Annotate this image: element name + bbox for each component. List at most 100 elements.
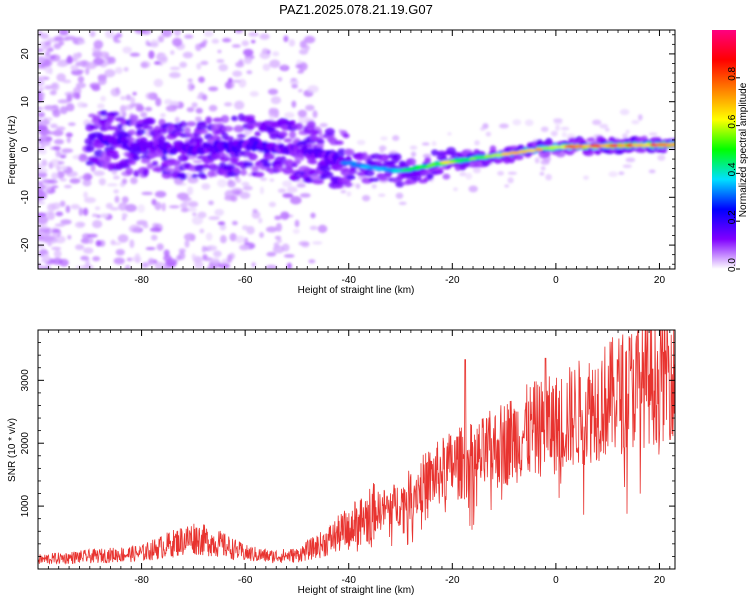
spectrogram-halo-blob	[111, 152, 120, 160]
spectrogram-noise-blob	[227, 180, 236, 188]
spectrogram-halo-blob	[142, 125, 154, 130]
spectrogram-noise-blob	[57, 160, 65, 165]
spectrogram-noise-blob	[480, 126, 486, 131]
spectrogram-noise-blob	[83, 247, 94, 254]
spectrogram-halo-blob	[442, 173, 451, 180]
spectrogram-noise-blob	[54, 223, 66, 227]
spectrogram-noise-blob	[362, 195, 371, 202]
spectrogram-noise-blob	[53, 249, 62, 259]
spectrogram-noise-blob	[218, 263, 231, 269]
spectrogram-noise-blob	[638, 114, 643, 121]
spectrogram-noise-blob	[262, 63, 271, 71]
spectrogram-noise-blob	[52, 129, 64, 137]
spectrogram-noise-blob	[77, 101, 85, 108]
spectrogram-halo-blob	[236, 133, 246, 139]
spectrogram-noise-blob	[93, 40, 104, 49]
spectrogram-noise-blob	[214, 208, 225, 216]
spectrogram-noise-blob	[47, 203, 56, 212]
snr-xtick-label: -80	[134, 575, 149, 586]
spectrogram-noise-blob	[180, 207, 188, 213]
spectrogram-noise-blob	[504, 184, 510, 188]
spectrogram-noise-blob	[129, 52, 141, 57]
spectrogram-noise-blob	[280, 211, 290, 220]
snr-ytick-label: 3000	[20, 369, 31, 392]
spectrogram-noise-blob	[75, 265, 88, 269]
spectrogram-noise-blob	[47, 179, 58, 185]
spectrogram-noise-blob	[187, 78, 193, 83]
spectrogram-halo-blob	[307, 129, 320, 136]
spectrogram-noise-blob	[114, 67, 123, 75]
spectrogram-noise-blob	[220, 235, 227, 244]
spectrogram-noise-blob	[50, 123, 58, 129]
spectrogram-noise-blob	[295, 64, 304, 69]
spectrogram-noise-blob	[297, 70, 304, 74]
spectrogram-noise-blob	[340, 190, 347, 194]
spectrogram-noise-blob	[261, 48, 269, 55]
spectrogram-noise-blob	[69, 178, 81, 184]
spectrogram-noise-blob	[217, 49, 222, 54]
spectrogram-noise-blob	[561, 131, 567, 138]
spectrogram-noise-blob	[44, 117, 53, 121]
spectrogram-noise-blob	[75, 244, 85, 251]
spectrogram-noise-blob	[305, 104, 315, 111]
spectrogram-noise-blob	[346, 191, 352, 197]
spectrogram-halo-blob	[293, 160, 301, 165]
spectrogram-noise-blob	[144, 106, 153, 112]
spectrogram-noise-blob	[468, 185, 478, 193]
spectrogram-noise-blob	[59, 106, 68, 115]
spectrogram-noise-blob	[65, 132, 73, 138]
spectrogram-noise-blob	[622, 133, 628, 140]
spectrogram-noise-blob	[62, 79, 72, 84]
spectrogram-noise-blob	[115, 32, 123, 38]
spectrogram-noise-blob	[38, 92, 46, 100]
spectrogram-noise-blob	[260, 177, 268, 182]
spectrogram-halo-blob	[127, 129, 136, 136]
spectrogram-noise-blob	[292, 228, 300, 234]
spectrogram-noise-blob	[297, 109, 307, 118]
spectrogram-noise-blob	[286, 186, 298, 194]
spectrogram-noise-blob	[174, 116, 180, 124]
spectrogram-noise-blob	[272, 51, 280, 57]
spectrogram-noise-blob	[545, 174, 552, 181]
spectrogram-noise-blob	[65, 170, 78, 178]
spectrogram-halo-blob	[85, 145, 95, 153]
snr-ylabel: SNR (10 * v/v)	[7, 418, 18, 482]
spectrogram-noise-blob	[145, 246, 156, 251]
spectrogram-noise-blob	[57, 99, 70, 104]
spectrogram-noise-blob	[91, 85, 101, 92]
spectrogram-noise-blob	[308, 259, 316, 264]
snr-xtick-label: -40	[342, 575, 357, 586]
spectrogram-noise-blob	[173, 30, 181, 37]
spectrogram-noise-blob	[283, 254, 295, 258]
spectrogram-noise-blob	[269, 107, 279, 115]
colorbar: 0.0 0.2 0.4 0.6 0.8 Normalized spectral ampl…	[712, 30, 749, 272]
spectrogram-ridge-peak	[608, 143, 620, 148]
spectrogram-noise-blob	[171, 105, 178, 110]
spectrogram-ridge-peak	[665, 143, 675, 147]
spectrogram-noise-blob	[78, 207, 83, 217]
spectrogram-noise-blob	[410, 151, 417, 158]
spectrogram-noise-blob	[524, 119, 534, 127]
spectrogram-noise-blob	[186, 121, 197, 127]
spectrogram-noise-blob	[82, 179, 92, 187]
spectrogram-noise-blob	[112, 175, 120, 180]
spectrogram-noise-blob	[75, 62, 84, 67]
spectrogram-halo-blob	[536, 139, 544, 146]
spectrogram-halo-blob	[207, 170, 215, 178]
spectrogram-noise-blob	[194, 261, 204, 269]
spectrogram-halo-blob	[342, 133, 350, 139]
spectrogram-noise-blob	[115, 248, 125, 256]
spectrogram-noise-blob	[56, 171, 65, 179]
spectrogram-noise-blob	[459, 171, 467, 177]
colorbar-tick-label: 0.4	[727, 162, 738, 176]
spectrogram-noise-blob	[38, 181, 43, 186]
spectrogram-noise-blob	[105, 30, 115, 39]
spectrogram-noise-blob	[125, 204, 137, 213]
spectrogram-noise-blob	[274, 235, 282, 240]
spectrogram-halo-blob	[379, 176, 388, 182]
spectrogram-halo-blob	[248, 152, 258, 161]
spectrogram-halo-blob	[133, 170, 140, 177]
spectrogram-noise-blob	[92, 50, 103, 58]
spectrogram-noise-blob	[137, 204, 145, 213]
spectrogram-noise-blob	[66, 136, 71, 144]
